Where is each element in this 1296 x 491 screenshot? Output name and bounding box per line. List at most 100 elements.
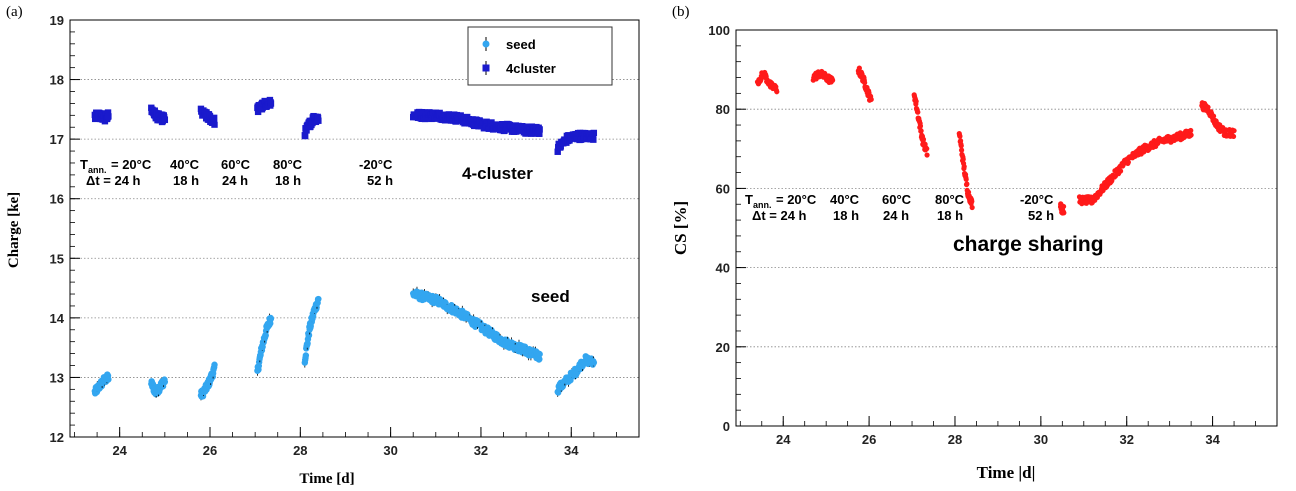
y-tick-label: 14 [50,311,65,326]
anno-b-18h: 18 h [833,208,859,223]
x-tick-label: 26 [862,432,876,447]
y-tick-label: 40 [716,261,730,276]
data-point-seed [305,331,313,339]
anno-b-80c: 80°C [935,192,965,207]
data-point-CS [960,156,966,162]
anno-b-t: T [745,192,753,207]
data-point-seed [105,376,112,383]
data-point-CS [1125,159,1131,165]
y-tick-label: 17 [50,132,64,147]
legend-seed-marker-icon [482,37,490,51]
panel-a-label: (a) [6,4,23,20]
data-point-CS [918,128,924,134]
data-point-4cluster [301,132,309,140]
panel-b-ticks: 0 20 40 60 80 100 24 26 28 30 32 34 [708,23,1256,447]
panel-b-annotations: T ann. = 20°C 40°C 60°C 80°C -20°C Δt = … [745,192,1104,256]
panel-a-points [91,96,598,401]
data-point-CS [920,136,927,142]
data-point-seed [315,295,322,303]
panel-a-legend: seed 4cluster [467,26,613,86]
panel-b-xlabel: Time |d| [977,463,1036,482]
panel-a-charge: (a) 12 13 14 15 16 17 18 19 24 26 28 30 32 34 seed 4c… [6,4,640,487]
y-tick-label: 12 [50,430,64,445]
data-point-seed [262,332,269,339]
data-point-CS [1188,127,1194,134]
data-point-4cluster [536,126,543,133]
data-point-CS [969,198,975,204]
y-tick-label: 80 [716,102,730,117]
data-point-seed [267,320,274,327]
data-point-CS [964,181,970,187]
panel-b-points [754,65,1237,216]
anno-a-52h: 52 h [367,173,393,188]
data-point-4cluster [161,116,169,124]
y-tick-label: 0 [723,419,730,434]
panel-a-annotations: T ann. = 20°C 40°C 60°C 80°C -20°C Δt = … [80,157,570,306]
y-tick-label: 19 [50,13,64,28]
data-point-4cluster [104,109,112,116]
data-point-4cluster [210,114,218,122]
data-point-CS [862,80,868,86]
data-point-4cluster [536,130,543,137]
anno-b-dt24h: Δt = 24 h [752,208,807,223]
anno-a-18h: 18 h [173,173,199,188]
data-point-CS [913,98,919,104]
data-point-CS [868,96,874,103]
data-point-seed [302,352,310,359]
data-point-CS [924,146,930,152]
data-point-CS [856,65,862,71]
data-point-CS [963,176,969,182]
legend-4cluster-marker-icon [482,61,490,75]
anno-a-seed: seed [531,287,570,306]
data-point-CS [917,123,924,129]
panel-b-label: (b) [672,4,690,20]
anno-a-4cluster: 4-cluster [462,164,533,183]
legend-seed-label: seed [506,37,536,52]
anno-a-80c: 80°C [273,157,303,172]
data-point-seed [536,355,543,363]
panel-a-xlabel: Time [d] [299,471,354,487]
anno-b-charge-sharing: charge sharing [953,233,1104,256]
data-point-CS [958,143,964,149]
legend-box [467,26,613,86]
anno-a-minus20c: -20°C [359,157,393,172]
data-point-CS [969,204,975,211]
y-tick-label: 13 [50,370,64,385]
data-point-CS [957,133,963,139]
x-tick-label: 28 [293,443,307,458]
x-tick-label: 26 [203,443,217,458]
y-tick-label: 100 [708,23,730,38]
x-tick-label: 34 [564,443,579,458]
data-point-seed [211,361,218,368]
data-point-CS [958,147,965,153]
x-tick-label: 28 [948,432,962,447]
anno-a-24h: 24 h [222,173,248,188]
anno-a-20c: = 20°C [111,157,152,172]
panel-b-frame [735,29,1278,427]
data-point-4cluster [315,117,322,124]
anno-b-60c: 60°C [882,192,912,207]
data-point-seed [536,350,543,358]
anno-a-ann-subscript: ann. [88,165,107,175]
anno-b-minus20c: -20°C [1020,192,1054,207]
anno-b-52h: 52 h [1028,208,1054,223]
data-point-4cluster [105,113,112,120]
panel-a-frame [69,19,640,438]
panel-b-ylabel: CS [%] [671,201,690,255]
data-point-seed [161,378,169,386]
anno-a-40c: 40°C [170,157,200,172]
data-point-4cluster [267,100,275,107]
anno-b-ann-subscript: ann. [753,200,772,210]
data-point-CS [830,77,836,83]
data-point-CS [1231,128,1237,134]
data-point-4cluster [590,136,597,143]
y-tick-label: 20 [716,340,730,355]
legend-4cluster-label: 4cluster [506,61,556,76]
data-point-CS [1230,133,1237,140]
anno-a-dt24h: Δt = 24 h [86,173,141,188]
anno-b-20c: = 20°C [776,192,817,207]
anno-b-40c: 40°C [830,192,860,207]
data-point-seed [590,359,598,366]
data-point-CS [961,163,967,170]
